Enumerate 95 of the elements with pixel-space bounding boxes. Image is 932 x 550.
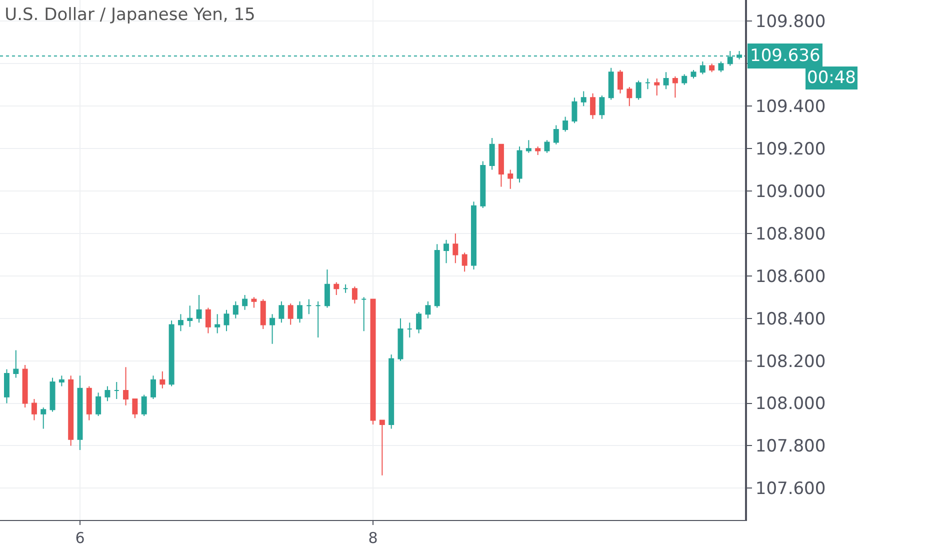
candlestick <box>123 366 129 406</box>
candlestick <box>379 420 385 476</box>
y-tick-label: 109.200 <box>755 140 826 160</box>
candlestick <box>508 169 514 190</box>
y-tick-label: 109.800 <box>755 12 826 32</box>
candlestick <box>700 61 706 75</box>
candlestick <box>168 320 174 387</box>
candlestick <box>452 232 458 264</box>
candlestick <box>104 386 110 402</box>
y-tick-label: 108.000 <box>755 394 826 414</box>
candlestick <box>672 76 678 98</box>
candlestick <box>141 394 147 416</box>
candlestick <box>444 239 450 264</box>
x-tick-label: 8 <box>368 529 378 547</box>
candlestick <box>352 286 358 304</box>
candlestick <box>462 252 468 272</box>
candlestick <box>580 90 586 107</box>
y-tick-label: 108.400 <box>755 309 826 330</box>
candlestick <box>434 244 440 308</box>
candlestick <box>178 314 184 332</box>
candlestick <box>31 398 37 421</box>
candlestick <box>709 63 715 73</box>
x-tick-label: 6 <box>75 529 85 547</box>
candlestick <box>306 298 312 315</box>
candlestick <box>315 300 321 338</box>
candlestick <box>214 314 220 334</box>
candlestick <box>526 140 532 154</box>
candlestick <box>425 300 431 319</box>
candlestick <box>160 370 166 389</box>
candlestick <box>242 294 248 310</box>
candlestick <box>544 140 550 154</box>
candlestick <box>13 350 19 378</box>
candlestick <box>398 318 404 362</box>
candlestick <box>260 298 266 330</box>
candlestick <box>480 160 486 208</box>
candlestick <box>150 375 156 400</box>
candlestick <box>535 146 541 156</box>
candlestick <box>334 282 340 296</box>
candlestick <box>278 300 284 324</box>
y-tick-label: 108.800 <box>755 224 826 244</box>
candlestick <box>4 368 10 404</box>
candlestick <box>608 67 614 100</box>
candlestick <box>370 298 376 425</box>
candlestick <box>599 95 605 120</box>
candlestick <box>618 70 623 94</box>
candlestick <box>663 72 669 90</box>
candlestick <box>68 375 74 446</box>
candlestick <box>342 284 348 294</box>
candlestick <box>572 97 578 124</box>
candlestick <box>96 392 102 416</box>
candlestick <box>682 74 688 86</box>
candlestick <box>626 86 632 107</box>
y-tick-label: 107.600 <box>755 479 826 500</box>
y-tick-label: 109.400 <box>755 97 826 118</box>
candlestick <box>553 124 559 145</box>
candlestick <box>654 78 660 96</box>
candlestick <box>77 375 83 450</box>
chart-title: U.S. Dollar / Japanese Yen, 15 <box>4 5 256 26</box>
candlestick <box>187 305 193 328</box>
candlestick <box>58 375 64 387</box>
candlestick <box>40 407 46 430</box>
candlestick <box>297 300 302 324</box>
candlestick <box>132 398 138 419</box>
candlestick <box>498 144 504 188</box>
candlestick <box>270 314 276 344</box>
candlestick <box>718 61 724 73</box>
candlestick <box>690 70 696 80</box>
candlestick <box>406 322 412 338</box>
candlestick <box>416 312 422 334</box>
y-tick-label: 108.600 <box>755 266 826 287</box>
candlestick <box>516 146 522 184</box>
candlestick <box>590 92 596 120</box>
candlestick <box>114 382 120 400</box>
ref-line-label: 109.636 <box>750 46 820 66</box>
text: 00:48 <box>807 68 856 88</box>
candlestick <box>489 137 495 170</box>
candlestick <box>562 116 568 132</box>
candlestick <box>50 377 56 412</box>
candlestick <box>324 269 330 308</box>
candlestick <box>232 300 238 319</box>
candlestick <box>22 364 28 408</box>
candlestick <box>251 296 257 308</box>
y-tick-label: 108.200 <box>755 352 826 372</box>
candlestick <box>224 309 230 332</box>
candlestick <box>86 386 92 421</box>
candlestick <box>288 303 294 326</box>
candlestick <box>205 307 211 334</box>
y-tick-label: 107.800 <box>755 436 826 457</box>
candlestick <box>196 294 202 324</box>
y-tick-label: 109.000 <box>755 182 826 202</box>
candlestick <box>361 296 367 332</box>
candlestick <box>470 201 476 270</box>
candlestick <box>636 80 642 100</box>
candlestick <box>388 354 394 430</box>
candlestick <box>644 78 650 90</box>
